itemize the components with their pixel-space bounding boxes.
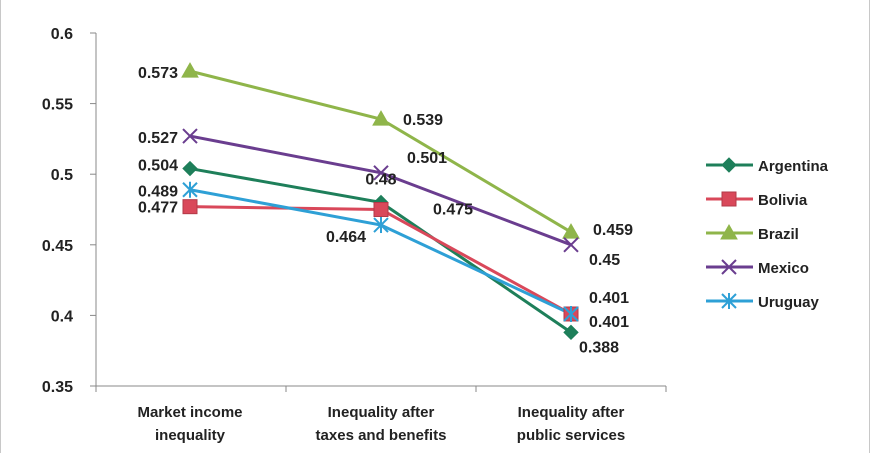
data-point-bolivia <box>373 202 389 217</box>
legend-label-uruguay: Uruguay <box>758 294 820 311</box>
data-point-argentina <box>563 324 579 341</box>
data-label-brazil: 0.573 <box>138 65 178 82</box>
legend-marker-argentina <box>721 157 737 173</box>
y-tick-label: 0.4 <box>51 308 73 325</box>
data-point-brazil <box>372 110 390 126</box>
data-point-mexico <box>563 237 579 253</box>
data-point-brazil <box>181 62 199 78</box>
data-point-mexico <box>373 165 389 181</box>
data-label-uruguay: 0.489 <box>138 184 178 201</box>
data-label-brazil: 0.459 <box>593 222 633 239</box>
series-line-argentina <box>189 167 572 334</box>
data-point-uruguay <box>563 305 579 322</box>
y-tick-label: 0.35 <box>42 379 73 396</box>
legend-marker-mexico <box>721 259 737 275</box>
legend-label-bolivia: Bolivia <box>758 192 808 209</box>
legend-label-mexico: Mexico <box>758 260 809 277</box>
data-point-brazil <box>562 223 580 239</box>
data-label-uruguay: 0.464 <box>326 229 366 246</box>
y-tick-label: 0.5 <box>51 167 73 184</box>
x-category-label: Inequality after <box>328 404 435 421</box>
legend-marker-bolivia <box>721 191 737 207</box>
x-category-label: taxes and benefits <box>316 427 447 444</box>
legend-label-argentina: Argentina <box>758 158 829 175</box>
data-point-mexico <box>182 128 198 144</box>
x-category-label: inequality <box>155 427 226 444</box>
data-point-argentina <box>182 160 198 177</box>
x-category-label: Market income <box>137 404 242 421</box>
legend-marker-uruguay <box>721 293 737 309</box>
data-label-uruguay: 0.401 <box>589 314 629 331</box>
y-tick-label: 0.6 <box>51 26 73 43</box>
data-point-uruguay <box>373 217 389 234</box>
data-label-argentina: 0.504 <box>138 158 178 175</box>
y-tick-label: 0.55 <box>42 97 73 114</box>
data-point-bolivia <box>182 199 198 215</box>
legend-label-brazil: Brazil <box>758 226 799 243</box>
data-label-brazil: 0.539 <box>403 112 443 129</box>
y-tick-label: 0.45 <box>42 238 73 255</box>
x-category-label: public services <box>517 427 625 444</box>
data-label-mexico: 0.501 <box>407 150 447 167</box>
data-label-argentina: 0.48 <box>365 171 396 188</box>
x-category-label: Inequality after <box>518 404 625 421</box>
data-label-bolivia: 0.401 <box>589 290 629 307</box>
data-label-bolivia: 0.477 <box>138 200 178 217</box>
data-point-uruguay <box>182 181 198 198</box>
data-label-argentina: 0.388 <box>579 339 619 356</box>
data-label-mexico: 0.45 <box>589 252 620 269</box>
data-label-mexico: 0.527 <box>138 130 178 147</box>
data-label-bolivia: 0.475 <box>433 202 473 219</box>
legend-marker-brazil <box>720 223 738 240</box>
